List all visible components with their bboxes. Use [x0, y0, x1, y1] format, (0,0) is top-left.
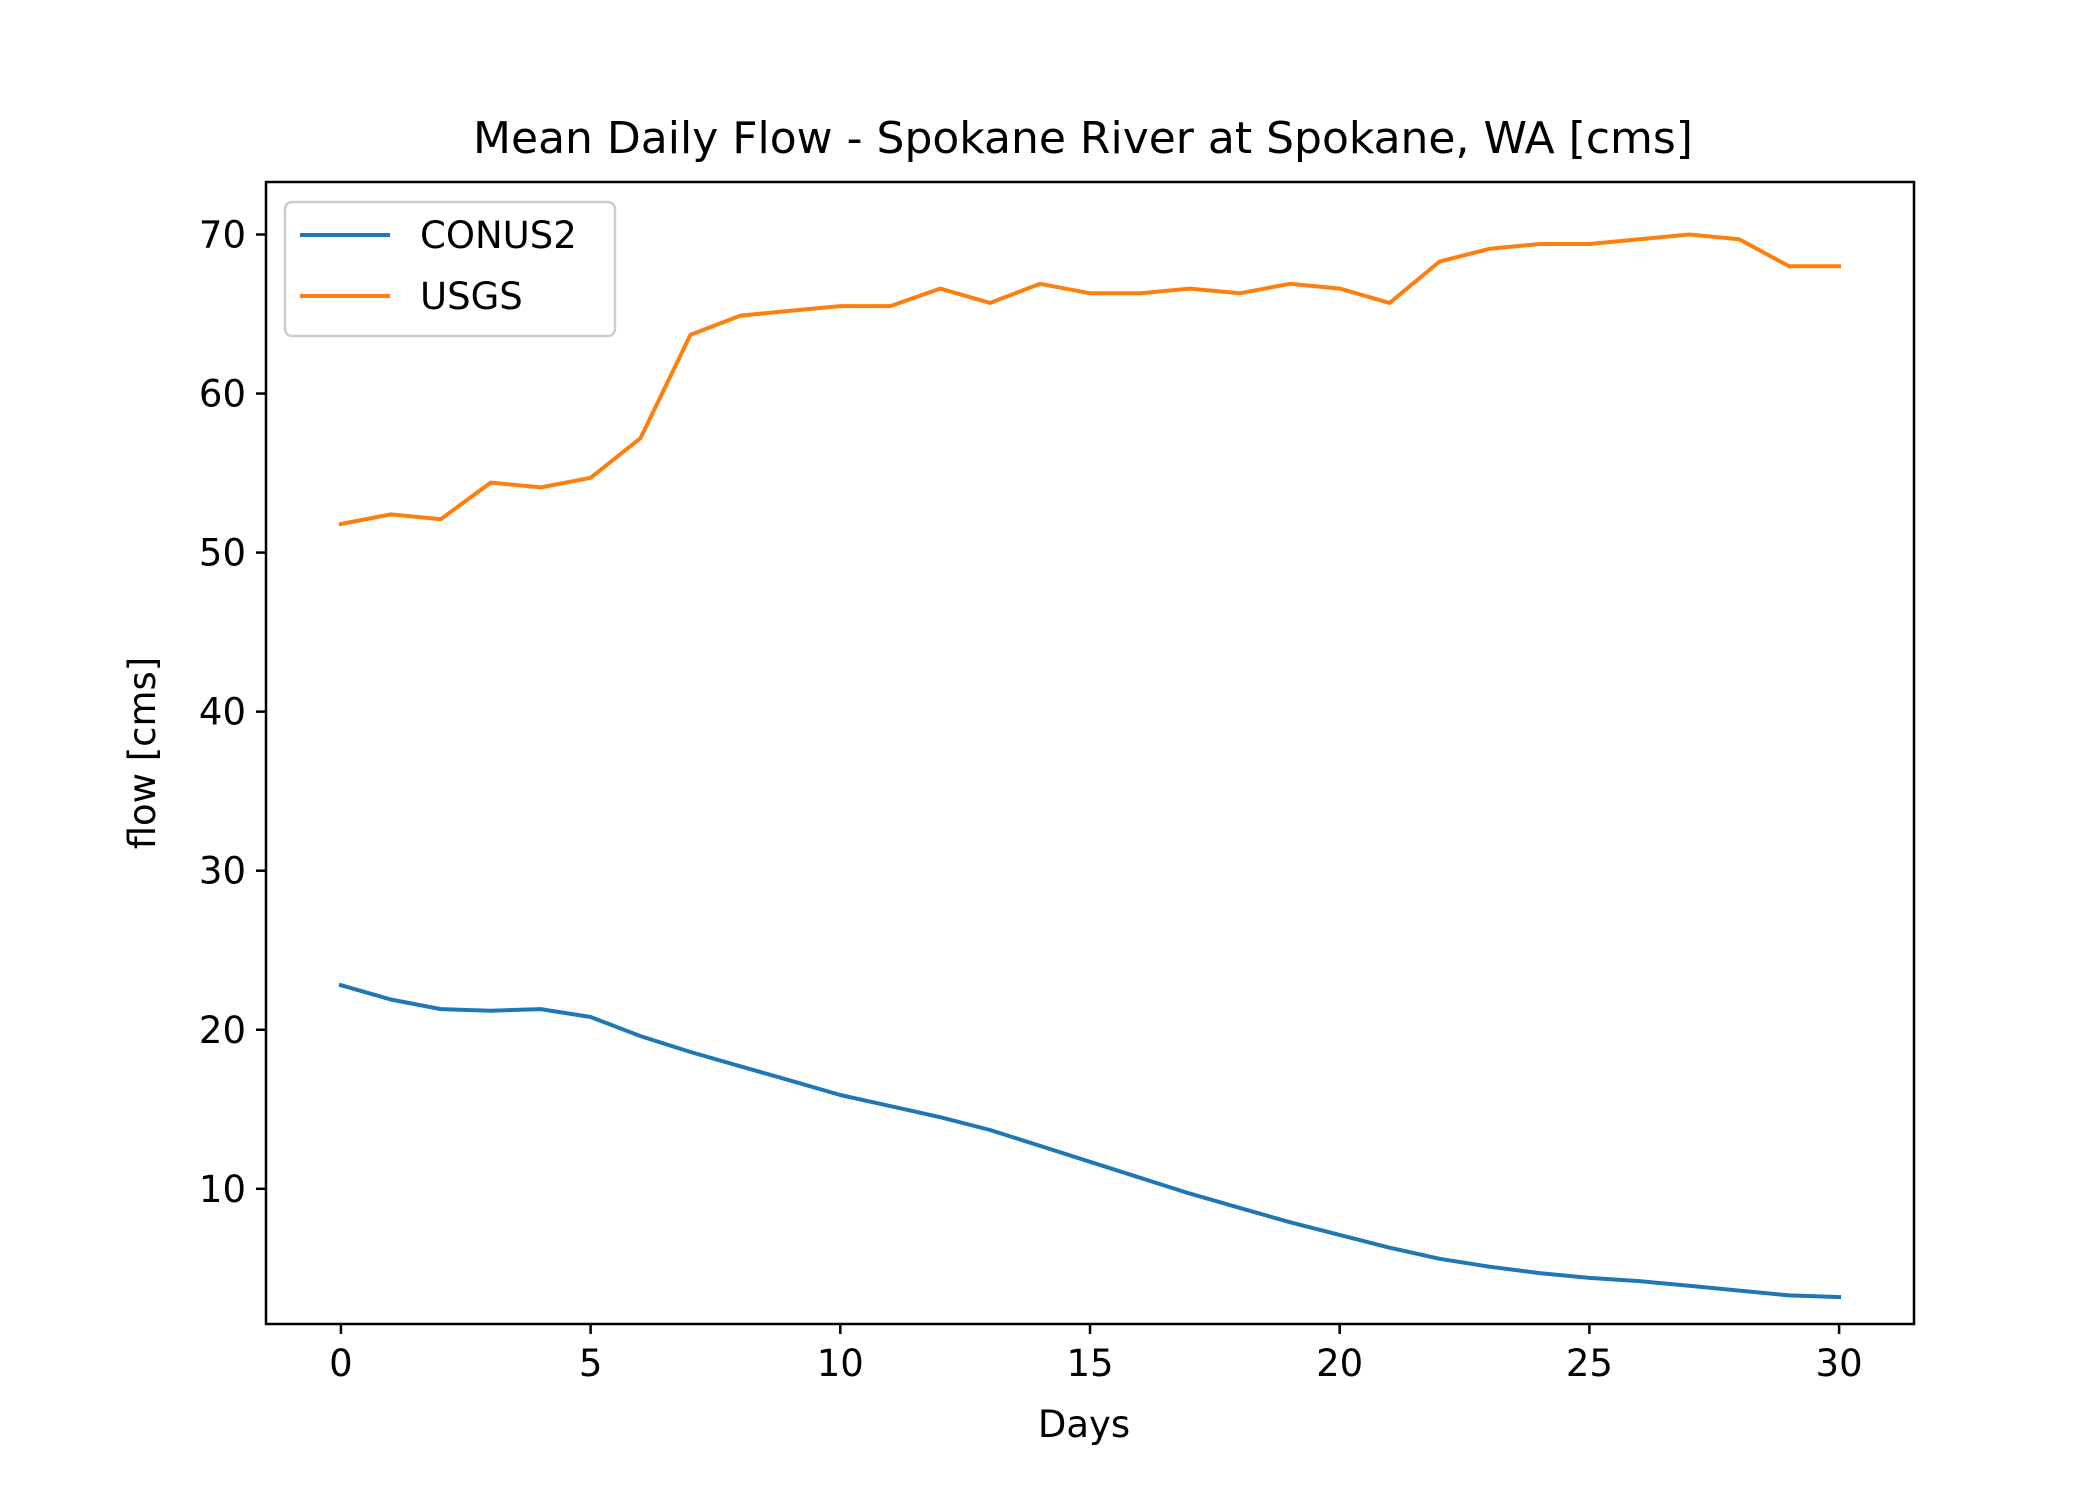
y-tick-label: 40 [199, 691, 246, 734]
y-axis: 10 20 30 40 50 60 70 [199, 213, 266, 1211]
chart-title: Mean Daily Flow - Spokane River at Spoka… [473, 113, 1693, 164]
legend: CONUS2 USGS [283, 200, 617, 338]
x-tick-label: 20 [1316, 1342, 1363, 1385]
series-layer [338, 232, 1842, 1300]
x-tick-label: 0 [329, 1342, 353, 1385]
y-tick-label: 30 [199, 850, 246, 893]
x-tick-label: 10 [817, 1342, 864, 1385]
legend-label-conus2: CONUS2 [420, 214, 577, 257]
y-tick-label: 60 [199, 373, 246, 416]
x-tick-label: 15 [1066, 1342, 1113, 1385]
x-tick-label: 25 [1566, 1342, 1613, 1385]
y-tick-label: 50 [199, 532, 246, 575]
y-tick-label: 10 [199, 1168, 246, 1211]
y-axis-title: flow [cms] [121, 657, 164, 850]
x-axis: 0 5 10 15 20 25 30 [329, 1324, 1863, 1385]
y-tick-label: 20 [199, 1009, 246, 1052]
y-tick-label: 70 [199, 213, 246, 256]
x-tick-label: 5 [579, 1342, 603, 1385]
x-axis-title: Days [1038, 1403, 1130, 1446]
legend-label-usgs: USGS [420, 275, 523, 318]
x-tick-label: 30 [1816, 1342, 1863, 1385]
